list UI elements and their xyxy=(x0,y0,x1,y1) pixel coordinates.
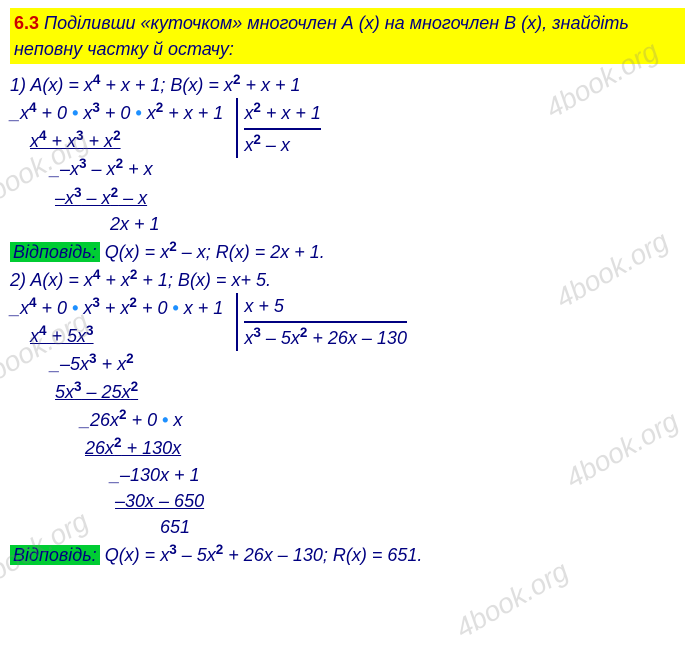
p2-dividend: _x4 + 0 • x3 + x2 + 0 • x + 1 xyxy=(10,293,228,321)
p2-step5: 26x2 + 130x xyxy=(10,433,228,461)
p1-answer-line: Відповідь: Q(x) = x2 – x; R(x) = 2x + 1. xyxy=(10,237,685,265)
p2-step6: _–130x + 1 xyxy=(10,462,228,488)
answer-label: Відповідь: xyxy=(10,545,100,565)
p1-given: 1) A(x) = x4 + x + 1; B(x) = x2 + x + 1 xyxy=(10,70,685,98)
p1-dividend: _x4 + 0 • x3 + 0 • x2 + x + 1 xyxy=(10,98,228,126)
p1-division: _x4 + 0 • x3 + 0 • x2 + x + 1 x4 + x3 + … xyxy=(10,98,685,236)
p2-step3: 5x3 – 25x2 xyxy=(10,377,228,405)
p1-divider: x2 + x + 1 x2 – x xyxy=(236,98,321,158)
p2-given: 2) A(x) = x4 + x2 + 1; B(x) = x+ 5. xyxy=(10,265,685,293)
p2-division: _x4 + 0 • x3 + x2 + 0 • x + 1 x4 + 5x3 _… xyxy=(10,293,685,540)
problem-text: Поділивши «куточком» многочлен А (x) на … xyxy=(14,13,629,59)
p2-divider: x + 5 x3 – 5x2 + 26x – 130 xyxy=(236,293,407,351)
p1-step4: 2x + 1 xyxy=(10,211,228,237)
problem-number: 6.3 xyxy=(14,13,39,33)
p2-answer-line: Відповідь: Q(x) = x3 – 5x2 + 26x – 130; … xyxy=(10,540,685,568)
p2-step7: –30x – 650 xyxy=(10,488,228,514)
p1-quotient: x2 – x xyxy=(244,130,321,158)
p1-step2: _–x3 – x2 + x xyxy=(10,154,228,182)
p2-step1: x4 + 5x3 xyxy=(10,321,228,349)
p1-divisor: x2 + x + 1 xyxy=(244,98,321,130)
answer-label: Відповідь: xyxy=(10,242,100,262)
problem-header: 6.3 Поділивши «куточком» многочлен А (x)… xyxy=(10,8,685,64)
p2-step8: 651 xyxy=(10,514,228,540)
p2-answer: Q(x) = x3 – 5x2 + 26x – 130; R(x) = 651. xyxy=(100,545,423,565)
p1-step1: x4 + x3 + x2 xyxy=(10,126,228,154)
p2-step4: _26x2 + 0 • x xyxy=(10,405,228,433)
p1-step3: –x3 – x2 – x xyxy=(10,183,228,211)
p2-step2: _–5x3 + x2 xyxy=(10,349,228,377)
p2-divisor: x + 5 xyxy=(244,293,407,323)
p1-answer: Q(x) = x2 – x; R(x) = 2x + 1. xyxy=(100,242,325,262)
p2-quotient: x3 – 5x2 + 26x – 130 xyxy=(244,323,407,351)
